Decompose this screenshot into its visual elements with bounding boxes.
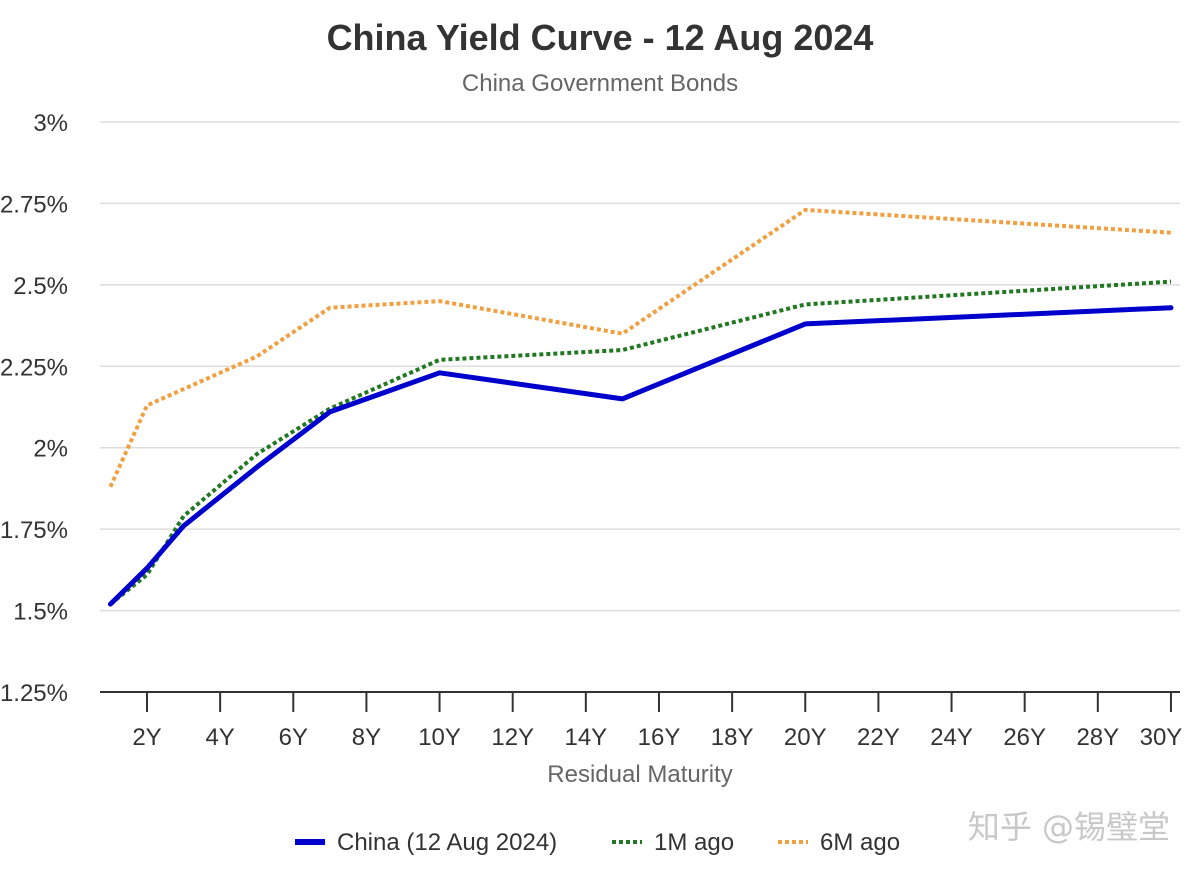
- legend[interactable]: China (12 Aug 2024) 1M ago 6M ago: [295, 829, 900, 856]
- series-lines: [107, 207, 1174, 607]
- x-tick-label: 18Y: [711, 724, 754, 751]
- legend-label: 1M ago: [654, 829, 734, 856]
- y-tick-label: 2.75%: [0, 191, 68, 218]
- y-tick-label: 3%: [33, 110, 68, 137]
- chart-subtitle: China Government Bonds: [462, 70, 738, 97]
- x-tick-label: 10Y: [418, 724, 461, 751]
- y-tick-label: 2.25%: [0, 354, 68, 381]
- x-tick-label: 22Y: [857, 724, 900, 751]
- legend-label: China (12 Aug 2024): [337, 829, 557, 856]
- legend-item-1[interactable]: 1M ago: [612, 829, 734, 856]
- x-tick-label: 2Y: [132, 724, 161, 751]
- chart-title: China Yield Curve - 12 Aug 2024: [327, 17, 874, 58]
- x-tick-label: 28Y: [1076, 724, 1119, 751]
- y-axis-ticks: 1.25% 1.5% 1.75% 2% 2.25% 2.5% 2.75% 3%: [0, 110, 68, 707]
- x-tick-label: 4Y: [205, 724, 234, 751]
- x-tick-label: 20Y: [784, 724, 827, 751]
- x-tick-label: 24Y: [930, 724, 973, 751]
- x-tick-label: 12Y: [491, 724, 534, 751]
- y-tick-label: 1.75%: [0, 517, 68, 544]
- series-line-2: [108, 207, 1172, 488]
- x-axis-label: Residual Maturity: [547, 761, 732, 788]
- y-tick-label: 1.25%: [0, 680, 68, 707]
- legend-item-2[interactable]: 6M ago: [778, 829, 900, 856]
- series-line-0: [107, 305, 1174, 607]
- y-tick-label: 2.5%: [13, 273, 68, 300]
- x-axis: 2Y 4Y 6Y 8Y 10Y 12Y 14Y 16Y 18Y 20Y 22Y 24Y 26Y 28Y 30…: [100, 691, 1183, 751]
- watermark: 知乎 @锡璧堂: [968, 808, 1170, 846]
- gridlines: [100, 121, 1180, 612]
- y-tick-label: 1.5%: [13, 599, 68, 626]
- x-tick-label: 6Y: [279, 724, 308, 751]
- legend-label: 6M ago: [820, 829, 900, 856]
- series-line-1: [109, 279, 1172, 606]
- x-tick-label: 16Y: [638, 724, 681, 751]
- x-tick-label: 14Y: [564, 724, 607, 751]
- x-tick-label: 30Y: [1140, 724, 1183, 751]
- x-tick-label: 26Y: [1003, 724, 1046, 751]
- x-tick-label: 8Y: [352, 724, 381, 751]
- y-tick-label: 2%: [33, 436, 68, 463]
- legend-item-0[interactable]: China (12 Aug 2024): [295, 829, 557, 856]
